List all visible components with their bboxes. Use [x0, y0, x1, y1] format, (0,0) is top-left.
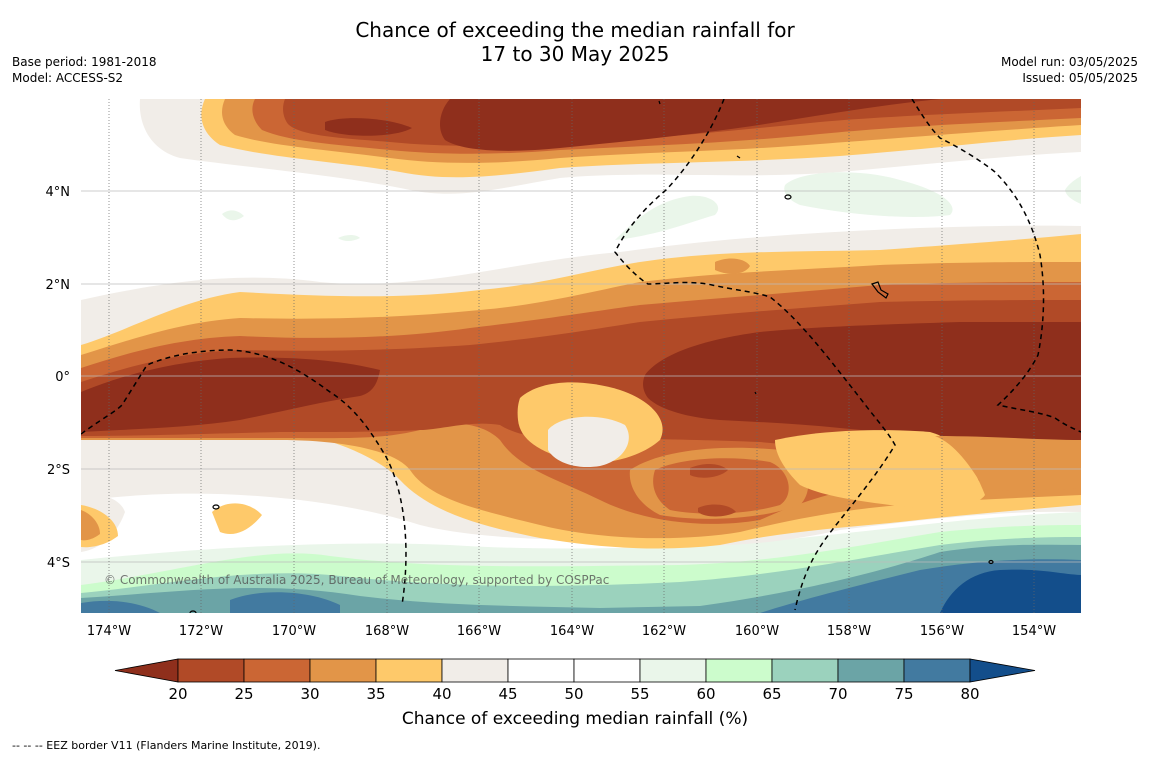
colorbar-tick-label: 75 [894, 685, 913, 700]
region-20-25-inner-south [690, 464, 736, 517]
region-below-20-north-small [325, 118, 412, 136]
lon-tick: 154°W [1012, 624, 1056, 639]
copyright-text: © Commonwealth of Australia 2025, Bureau… [104, 573, 609, 587]
island-f [658, 100, 661, 105]
title-line-2: 17 to 30 May 2025 [480, 42, 670, 66]
islands [189, 100, 994, 613]
colorbar-tick-label: 45 [498, 685, 517, 700]
colorbar-tick-label: 25 [234, 685, 253, 700]
colorbar-tick-label: 80 [960, 685, 979, 700]
colorbar-segment [639, 658, 707, 683]
lat-gridlines [81, 190, 1081, 563]
colorbar-segment [177, 658, 245, 683]
island-c [871, 281, 889, 299]
lat-tick: 4°S [47, 556, 70, 571]
colorbar-segment [903, 658, 971, 683]
eez-border-east [911, 99, 1081, 433]
colorbar-tick-label: 60 [696, 685, 715, 700]
colorbar-extend-high [969, 658, 1036, 683]
island-b [189, 610, 197, 613]
region-55-60-north-d [222, 210, 360, 241]
lat-tick: 0° [55, 370, 70, 385]
colorbar-label: Chance of exceeding median rainfall (%) [401, 709, 749, 729]
colorbar-segment [375, 658, 443, 683]
region-above-80-south [940, 569, 1081, 613]
lat-tick: 4°N [46, 185, 71, 200]
region-30-35-east-lobe [935, 436, 1081, 491]
region-35-40-southwest-spot [81, 503, 262, 548]
colorbar-tick-label: 50 [564, 685, 583, 700]
meta-left: Base period: 1981-2018 Model: ACCESS-S2 [12, 54, 157, 86]
lon-tick: 166°W [457, 624, 501, 639]
region-30-35-southwest-spot [81, 510, 100, 541]
eez-borders [81, 99, 1081, 611]
region-below-20-equator-east [643, 322, 1081, 451]
colorbar-segment [309, 658, 377, 683]
lon-tick: 164°W [550, 624, 594, 639]
eez-border-west [81, 349, 407, 606]
lat-tick-labels: 4°N 2°N 0° 2°S 4°S [46, 185, 71, 571]
colorbar-tick-label: 55 [630, 685, 649, 700]
region-55-60-north-c [1065, 176, 1081, 204]
model-run: Model run: 03/05/2025 [1000, 55, 1138, 69]
lon-tick: 162°W [642, 624, 686, 639]
island-g [736, 155, 741, 159]
colorbar-tick-label: 30 [300, 685, 319, 700]
island-h [754, 391, 757, 395]
lon-tick: 160°W [735, 624, 779, 639]
colorbar-tick-label: 70 [828, 685, 847, 700]
island-a [212, 504, 220, 510]
region-40-45-inner [548, 416, 629, 468]
island-d [784, 194, 792, 200]
lon-tick: 158°W [827, 624, 871, 639]
lon-tick: 170°W [272, 624, 316, 639]
colorbar-segment [771, 658, 839, 683]
colorbar-segment [837, 658, 905, 683]
colorbar-extend-low [114, 658, 179, 683]
colorbar [114, 658, 1036, 683]
region-75-80-southwest [81, 592, 340, 613]
colorbar-segment [507, 658, 575, 683]
colorbar-tick-label: 40 [432, 685, 451, 700]
eez-border-central [614, 99, 896, 611]
lat-tick: 2°N [46, 278, 71, 293]
region-55-60-north-a [615, 195, 719, 240]
colorbar-segment [243, 658, 311, 683]
colorbar-tick-label: 35 [366, 685, 385, 700]
meta-right: Model run: 03/05/2025 Issued: 05/05/2025 [1001, 54, 1138, 86]
colorbar-tick-label: 20 [168, 685, 187, 700]
island-e [988, 559, 994, 565]
colorbar-segment [705, 658, 773, 683]
issued-date: Issued: 05/05/2025 [1022, 71, 1138, 85]
lon-tick: 172°W [179, 624, 223, 639]
lon-tick: 174°W [87, 624, 131, 639]
lon-tick-labels: 174°W 172°W 170°W 168°W 166°W 164°W 162°… [87, 624, 1056, 639]
region-55-60-north-b [784, 172, 953, 217]
colorbar-segment [441, 658, 509, 683]
eez-footnote: -- -- -- EEZ border V11 (Flanders Marine… [12, 739, 321, 752]
lon-tick: 168°W [365, 624, 409, 639]
map-figure: © Commonwealth of Australia 2025, Bureau… [46, 99, 1081, 700]
lat-tick: 2°S [47, 463, 70, 478]
colorbar-segment [573, 658, 641, 683]
colorbar-ticks: 20 25 30 35 40 45 50 55 60 65 70 75 80 [168, 685, 979, 700]
region-25-30-inner-south [653, 458, 789, 514]
colorbar-tick-label: 65 [762, 685, 781, 700]
base-period: Base period: 1981-2018 [12, 55, 157, 69]
map-title: Chance of exceeding the median rainfall … [0, 18, 1150, 66]
lon-tick: 156°W [920, 624, 964, 639]
title-line-1: Chance of exceeding the median rainfall … [355, 18, 795, 42]
region-30-35-spot-north [715, 258, 750, 274]
region-below-20-north [439, 99, 940, 151]
rainfall-map: © Commonwealth of Australia 2025, Bureau… [81, 99, 1081, 613]
model-name: Model: ACCESS-S2 [12, 71, 124, 85]
